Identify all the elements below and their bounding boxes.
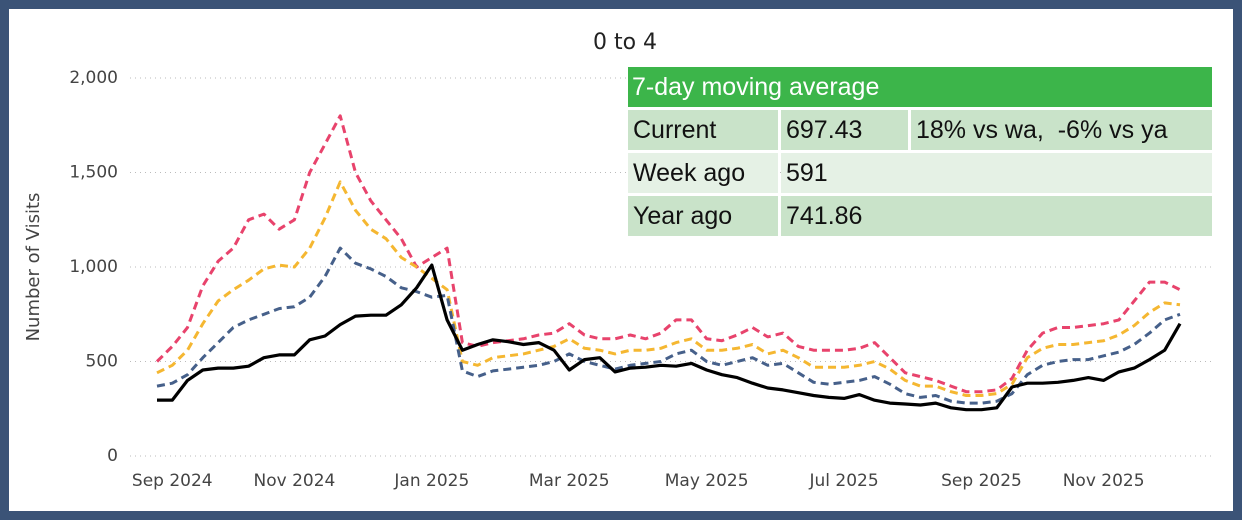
y-tick-label: 1,000 <box>69 257 118 277</box>
table-cell: 741.86 <box>781 196 1212 236</box>
x-tick-label: Sep 2024 <box>132 471 213 491</box>
table-cell: Year ago <box>628 196 778 236</box>
x-tick-label: Jul 2025 <box>808 471 878 491</box>
table-cell: Current <box>628 110 778 150</box>
series-line <box>157 263 1182 412</box>
table-title: 7-day moving average <box>628 67 1212 107</box>
table-row: Current 697.43 18% vs wa, -6% vs ya <box>628 110 1212 150</box>
series-line <box>156 180 1181 397</box>
table-cell: Week ago <box>628 153 778 193</box>
y-tick-label: 500 <box>86 352 118 372</box>
y-tick-label: 1,500 <box>69 163 118 183</box>
y-tick-label: 0 <box>107 446 118 466</box>
table-row: Week ago 591 <box>628 153 1212 193</box>
y-tick-label: 2,000 <box>69 68 118 88</box>
series-line <box>155 114 1181 394</box>
x-tick-label: Sep 2025 <box>941 471 1022 491</box>
chart-title: 0 to 4 <box>593 30 657 55</box>
table-cell: 697.43 <box>781 110 908 150</box>
table-cell: 591 <box>781 153 1212 193</box>
summary-table: 7-day moving average Current 697.43 18% vs… <box>628 67 1212 236</box>
x-tick-label: Mar 2025 <box>529 471 610 491</box>
x-tick-label: Nov 2024 <box>253 471 335 491</box>
table-row: Year ago 741.86 <box>628 196 1212 236</box>
x-tick-label: May 2025 <box>665 471 749 491</box>
series-line <box>156 246 1181 405</box>
x-tick-label: Jan 2025 <box>393 471 469 491</box>
x-tick-label: Nov 2025 <box>1063 471 1145 491</box>
table-cell: 18% vs wa, -6% vs ya <box>911 110 1212 150</box>
y-axis-title: Number of Visits <box>23 193 44 342</box>
